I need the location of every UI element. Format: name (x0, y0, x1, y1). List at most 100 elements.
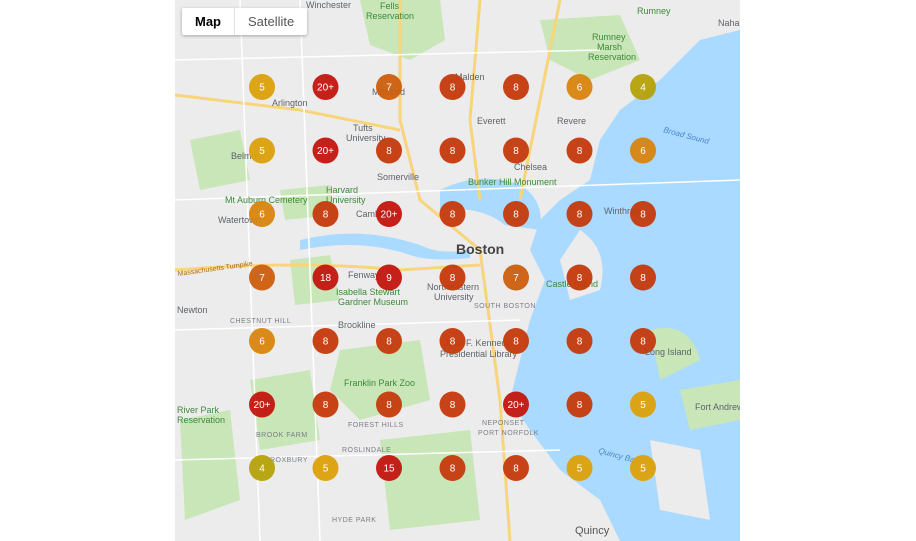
cluster-marker[interactable]: 18 (312, 264, 339, 291)
cluster-marker[interactable]: 6 (630, 137, 656, 164)
cluster-marker[interactable]: 20+ (503, 391, 529, 418)
cluster-marker[interactable]: 4 (249, 455, 275, 481)
cluster-circle (312, 328, 339, 354)
cluster-marker[interactable]: 4 (630, 74, 656, 100)
cluster-count: 9 (386, 273, 392, 284)
cluster-count: 8 (640, 210, 646, 221)
place-label: Everett (477, 116, 506, 126)
cluster-marker[interactable]: 8 (439, 137, 466, 164)
cluster-marker[interactable]: 20+ (376, 201, 402, 227)
place-label: Rumney (592, 32, 626, 42)
place-label: FOREST HILLS (348, 422, 404, 429)
place-label: Boston (456, 241, 504, 257)
cluster-circle (312, 74, 339, 100)
cluster-marker[interactable]: 8 (630, 264, 656, 291)
cluster-count: 5 (640, 464, 646, 475)
cluster-marker[interactable]: 20+ (249, 391, 275, 418)
cluster-circle (503, 137, 529, 164)
place-label: Chelsea (514, 162, 547, 172)
cluster-circle (439, 391, 466, 418)
cluster-marker[interactable]: 5 (249, 137, 275, 164)
place-label: Rumney (637, 6, 671, 16)
cluster-marker[interactable]: 8 (630, 328, 656, 354)
cluster-circle (376, 264, 402, 291)
cluster-marker[interactable]: 8 (503, 201, 529, 227)
cluster-count: 5 (259, 83, 265, 94)
place-label: Revere (557, 116, 586, 126)
cluster-circle (376, 74, 402, 100)
cluster-count: 7 (513, 273, 519, 284)
cluster-marker[interactable]: 5 (630, 455, 656, 481)
cluster-marker[interactable]: 8 (630, 201, 656, 227)
cluster-marker[interactable]: 8 (503, 74, 529, 100)
cluster-count: 8 (640, 273, 646, 284)
cluster-marker[interactable]: 7 (249, 264, 275, 291)
cluster-circle (249, 455, 275, 481)
cluster-count: 8 (450, 464, 456, 475)
cluster-marker[interactable]: 8 (566, 264, 593, 291)
cluster-circle (503, 328, 529, 354)
cluster-count: 8 (450, 400, 456, 411)
cluster-marker[interactable]: 7 (503, 264, 529, 291)
cluster-circle (503, 391, 529, 418)
cluster-marker[interactable]: 8 (503, 328, 529, 354)
cluster-circle (630, 201, 656, 227)
cluster-count: 8 (450, 146, 456, 157)
place-label: River Park (177, 405, 220, 415)
cluster-count: 5 (259, 146, 265, 157)
cluster-marker[interactable]: 8 (566, 137, 593, 164)
place-label: Bunker Hill Monument (468, 177, 557, 187)
cluster-marker[interactable]: 7 (376, 74, 402, 100)
marker-layer: 5 20+ 7 8 8 6 4 5 20+ 8 8 8 8 6 6 8 20+ 8 8 8 8 7 18 9 8 7 8 8 6 8 8 8 8… (249, 74, 656, 481)
cluster-marker[interactable]: 6 (566, 74, 593, 100)
cluster-marker[interactable]: 5 (566, 455, 593, 481)
cluster-marker[interactable]: 8 (312, 328, 339, 354)
cluster-marker[interactable]: 8 (439, 455, 466, 481)
cluster-marker[interactable]: 6 (249, 201, 275, 227)
cluster-marker[interactable]: 8 (376, 328, 402, 354)
cluster-count: 7 (259, 273, 265, 284)
cluster-marker[interactable]: 5 (312, 455, 339, 481)
place-label: Reservation (177, 415, 225, 425)
cluster-marker[interactable]: 8 (376, 391, 402, 418)
place-label: NEPONSET (482, 420, 525, 427)
place-label: CHESTNUT HILL (230, 318, 291, 325)
place-label: ROXBURY (270, 457, 308, 464)
cluster-marker[interactable]: 8 (566, 391, 593, 418)
cluster-count: 6 (259, 210, 265, 221)
cluster-marker[interactable]: 8 (566, 201, 593, 227)
cluster-marker[interactable]: 8 (439, 328, 466, 354)
cluster-marker[interactable]: 15 (376, 455, 402, 481)
cluster-marker[interactable]: 8 (439, 201, 466, 227)
place-label: Watertown (218, 215, 261, 225)
cluster-circle (249, 74, 275, 100)
cluster-circle (630, 455, 656, 481)
place-label: Quincy (575, 525, 610, 537)
place-label: Fenway (348, 270, 380, 280)
cluster-marker[interactable]: 8 (439, 391, 466, 418)
cluster-circle (249, 391, 275, 418)
cluster-marker[interactable]: 8 (439, 74, 466, 100)
cluster-marker[interactable]: 6 (249, 328, 275, 354)
map-button[interactable]: Map (195, 14, 221, 29)
cluster-marker[interactable]: 8 (439, 264, 466, 291)
cluster-marker[interactable]: 8 (503, 455, 529, 481)
cluster-count: 8 (386, 146, 392, 157)
cluster-marker[interactable]: 9 (376, 264, 402, 291)
cluster-marker[interactable]: 20+ (312, 74, 339, 100)
place-label: ROSLINDALE (342, 447, 391, 454)
place-label: Newton (177, 305, 208, 315)
cluster-count: 5 (640, 400, 646, 411)
place-label: Marsh (597, 42, 622, 52)
cluster-marker[interactable]: 5 (249, 74, 275, 100)
cluster-marker[interactable]: 20+ (312, 137, 339, 164)
cluster-marker[interactable]: 8 (312, 391, 339, 418)
cluster-marker[interactable]: 8 (376, 137, 402, 164)
cluster-count: 20+ (508, 400, 525, 411)
cluster-marker[interactable]: 8 (503, 137, 529, 164)
cluster-marker[interactable]: 8 (566, 328, 593, 354)
cluster-marker[interactable]: 8 (312, 201, 339, 227)
satellite-button[interactable]: Satellite (234, 8, 307, 35)
cluster-marker[interactable]: 5 (630, 391, 656, 418)
